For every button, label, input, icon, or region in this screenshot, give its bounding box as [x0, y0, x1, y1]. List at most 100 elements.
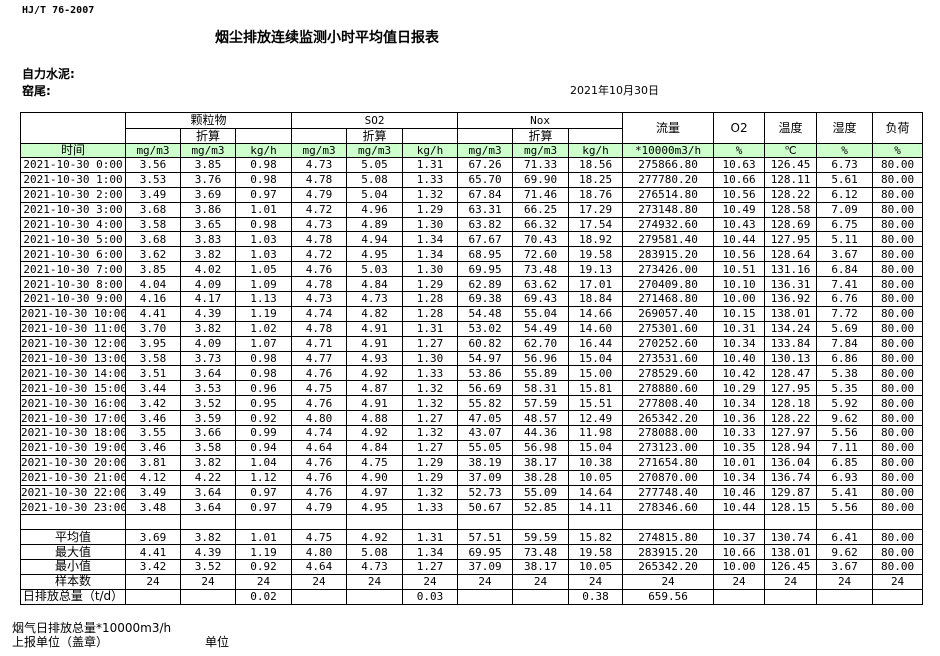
table-cell: 0.95 [234, 395, 293, 412]
row-label: 2021-10-30 6:00 [20, 246, 126, 263]
row-label: 2021-10-30 13:00 [20, 350, 126, 367]
row-label: 2021-10-30 18:00 [20, 425, 126, 441]
table-cell: 278346.60 [622, 499, 715, 516]
table-cell: 80.00 [872, 261, 924, 278]
table-cell: 63.82 [457, 216, 514, 233]
header-temp: 温度 [764, 112, 818, 144]
summary-row: 日排放总量（t/d） 0.02 0.03 0.38 659.56 [20, 588, 924, 605]
table-cell: 5.05 [346, 157, 404, 173]
header-row-groups: 颗粒物 SO2 Nox 流量 O2 温度 湿度 负荷 [20, 112, 924, 144]
table-cell: 4.76 [291, 261, 348, 278]
table-cell: 53.02 [457, 320, 514, 337]
table-cell: 10.51 [713, 261, 766, 278]
table-cell: 4.41 [125, 544, 181, 561]
table-cell: 3.58 [125, 216, 181, 233]
header-unit: kg/h [234, 143, 293, 158]
table-cell: 1.29 [402, 201, 459, 218]
table-cell: 16.44 [568, 335, 624, 352]
table-cell: 52.73 [457, 484, 514, 501]
table-cell: 3.48 [125, 499, 181, 516]
table-cell: 276514.80 [622, 186, 715, 203]
table-cell: 273426.00 [622, 261, 715, 278]
table-cell: 5.92 [816, 395, 874, 412]
table-cell: 4.76 [291, 454, 348, 471]
table-cell: 80.00 [872, 305, 924, 322]
table-cell: 11.98 [568, 425, 624, 441]
table-cell: 72.60 [512, 246, 570, 263]
table-cell: 10.44 [713, 231, 766, 248]
table-cell: 3.95 [125, 335, 181, 352]
row-label: 最大值 [20, 544, 126, 561]
table-cell: 1.32 [402, 425, 459, 441]
table-cell: 4.64 [291, 439, 348, 456]
table-cell: 68.95 [457, 246, 514, 263]
header-blank [125, 128, 181, 144]
table-cell: 67.26 [457, 157, 514, 173]
table-cell: 3.82 [180, 454, 236, 471]
table-cell: 1.02 [234, 320, 293, 337]
table-cell: 0.99 [234, 425, 293, 441]
table-cell: 57.59 [512, 395, 570, 412]
table-cell: 277748.40 [622, 484, 715, 501]
header-nox: Nox [457, 112, 624, 129]
table-cell: 270870.00 [622, 469, 715, 486]
table-cell: 15.81 [568, 380, 624, 397]
table-cell: 10.35 [713, 439, 766, 456]
table-cell: 1.33 [402, 171, 459, 188]
table-cell: 3.42 [125, 395, 181, 412]
table-cell: 19.58 [568, 246, 624, 263]
table-cell: 10.37 [713, 529, 766, 546]
table-cell: 80.00 [872, 201, 924, 218]
table-cell: 0.98 [234, 350, 293, 367]
table-cell: 37.09 [457, 469, 514, 486]
table-cell: 4.90 [346, 469, 404, 486]
table-cell: 5.61 [816, 171, 874, 188]
table-row: 2021-10-30 21:00 4.12 4.22 1.12 4.76 4.90 1.29… [20, 469, 924, 486]
table-cell: 18.92 [568, 231, 624, 248]
table-cell: 3.69 [125, 529, 181, 546]
table-cell: 24 [816, 573, 874, 590]
table-cell: 4.12 [125, 469, 181, 486]
table-cell: 127.95 [764, 380, 818, 397]
table-cell: 278529.60 [622, 365, 715, 382]
row-label: 2021-10-30 22:00 [20, 484, 126, 501]
table-cell: 3.81 [125, 454, 181, 471]
row-label: 2021-10-30 2:00 [20, 186, 126, 203]
table-row: 2021-10-30 9:00 4.16 4.17 1.13 4.73 4.73 1.28 6… [20, 291, 924, 307]
row-label: 平均值 [20, 529, 126, 546]
table-cell: 1.33 [402, 365, 459, 382]
table-cell: 1.30 [402, 216, 459, 233]
row-label: 2021-10-30 11:00 [20, 320, 126, 337]
table-cell: 4.39 [180, 305, 236, 322]
table-cell: 269057.40 [622, 305, 715, 322]
hourly-report-table: 颗粒物 SO2 Nox 流量 O2 温度 湿度 负荷 折算 折算 折算 时间 mg… [20, 112, 924, 605]
table-cell: 71.46 [512, 186, 570, 203]
table-cell: 3.51 [125, 365, 181, 382]
table-cell: 15.04 [568, 439, 624, 456]
header-converted: 折算 [512, 128, 570, 144]
table-cell: 127.97 [764, 425, 818, 441]
header-unit: mg/m3 [291, 143, 348, 158]
header-unit: mg/m3 [125, 143, 181, 158]
table-cell: 7.09 [816, 201, 874, 218]
table-cell: 4.79 [291, 499, 348, 516]
table-cell: 73.48 [512, 261, 570, 278]
table-cell: 80.00 [872, 335, 924, 352]
table-cell: 55.89 [512, 365, 570, 382]
table-cell: 265342.20 [622, 559, 715, 575]
table-cell: 3.62 [125, 246, 181, 263]
table-cell: 4.41 [125, 305, 181, 322]
header-o2: O2 [713, 112, 766, 144]
header-unit: *10000m3/h [622, 143, 715, 158]
table-cell: 18.84 [568, 291, 624, 307]
table-cell: 4.75 [291, 529, 348, 546]
empty-row [20, 514, 924, 531]
header-converted: 折算 [346, 128, 404, 144]
table-cell: 24 [764, 573, 818, 590]
table-cell: 270409.80 [622, 276, 715, 293]
table-cell: 55.04 [512, 305, 570, 322]
table-cell: 130.74 [764, 529, 818, 546]
table-cell: 54.48 [457, 305, 514, 322]
table-cell: 80.00 [872, 439, 924, 456]
table-cell: 10.34 [713, 335, 766, 352]
